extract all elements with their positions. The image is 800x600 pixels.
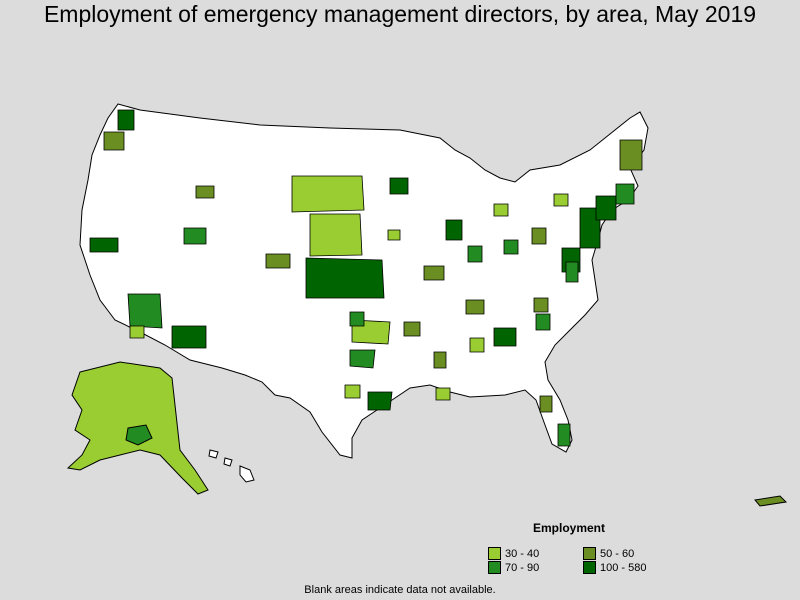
legend-item-30-40: 30 - 40 [488, 547, 539, 560]
legend-swatch [583, 561, 596, 574]
area-maine [619, 139, 643, 171]
legend-label: 70 - 90 [505, 561, 540, 574]
legend-label: 100 - 580 [600, 561, 647, 574]
area-regions [89, 109, 643, 447]
legend-swatch [488, 561, 501, 574]
alaska-anchorage [125, 424, 153, 446]
area-boston [615, 183, 635, 205]
area-memphis [465, 299, 485, 315]
area-arkansas [403, 321, 421, 337]
area-nevada [127, 293, 163, 329]
area-charlotte [533, 297, 549, 313]
area-atlanta [493, 327, 517, 347]
area-houston [367, 391, 393, 411]
hawaii [208, 449, 255, 483]
area-indiana [503, 239, 519, 255]
area-florida-2 [557, 423, 571, 447]
area-ohio [531, 227, 547, 245]
legend-item-50-60: 50 - 60 [583, 547, 634, 560]
legend-label: 50 - 60 [600, 547, 635, 560]
area-north-dakota [291, 175, 365, 213]
area-colorado [183, 227, 207, 245]
legend-item-100-580: 100 - 580 [583, 561, 646, 574]
legend-item-70-90: 70 - 90 [488, 561, 539, 574]
area-missouri [423, 265, 445, 281]
puerto-rico [754, 495, 788, 507]
area-arizona [171, 325, 207, 349]
area-iowa [387, 229, 401, 241]
footnote: Blank areas indicate data not available. [304, 584, 496, 596]
area-kansas [305, 257, 385, 299]
legend-swatch [488, 547, 501, 560]
area-mississippi [433, 351, 447, 369]
area-wa-seattle [117, 109, 135, 131]
area-chicago [445, 219, 463, 241]
area-minneapolis [389, 177, 409, 195]
area-ny-upstate [553, 193, 569, 207]
area-florida-1 [539, 395, 553, 413]
area-northeast-1 [579, 207, 601, 249]
area-austin [344, 384, 361, 399]
area-bay [89, 237, 119, 253]
legend-swatch [583, 547, 596, 560]
map-title: Employment of emergency management direc… [43, 1, 757, 27]
area-alabama [469, 337, 485, 353]
area-socal [129, 325, 145, 339]
area-utah [265, 253, 291, 269]
area-ark-small [349, 311, 365, 327]
area-st-louis [467, 245, 483, 263]
area-carolina [535, 313, 551, 331]
legend-title: Employment [533, 521, 606, 535]
area-wa-east [103, 131, 125, 151]
area-new-orleans [435, 387, 451, 401]
area-dc [565, 261, 579, 283]
area-idaho [195, 185, 215, 199]
area-michigan [493, 203, 509, 217]
area-dallas [349, 349, 376, 369]
area-nebraska [309, 213, 363, 257]
legend-label: 30 - 40 [505, 547, 540, 560]
area-northeast-2 [595, 195, 617, 221]
